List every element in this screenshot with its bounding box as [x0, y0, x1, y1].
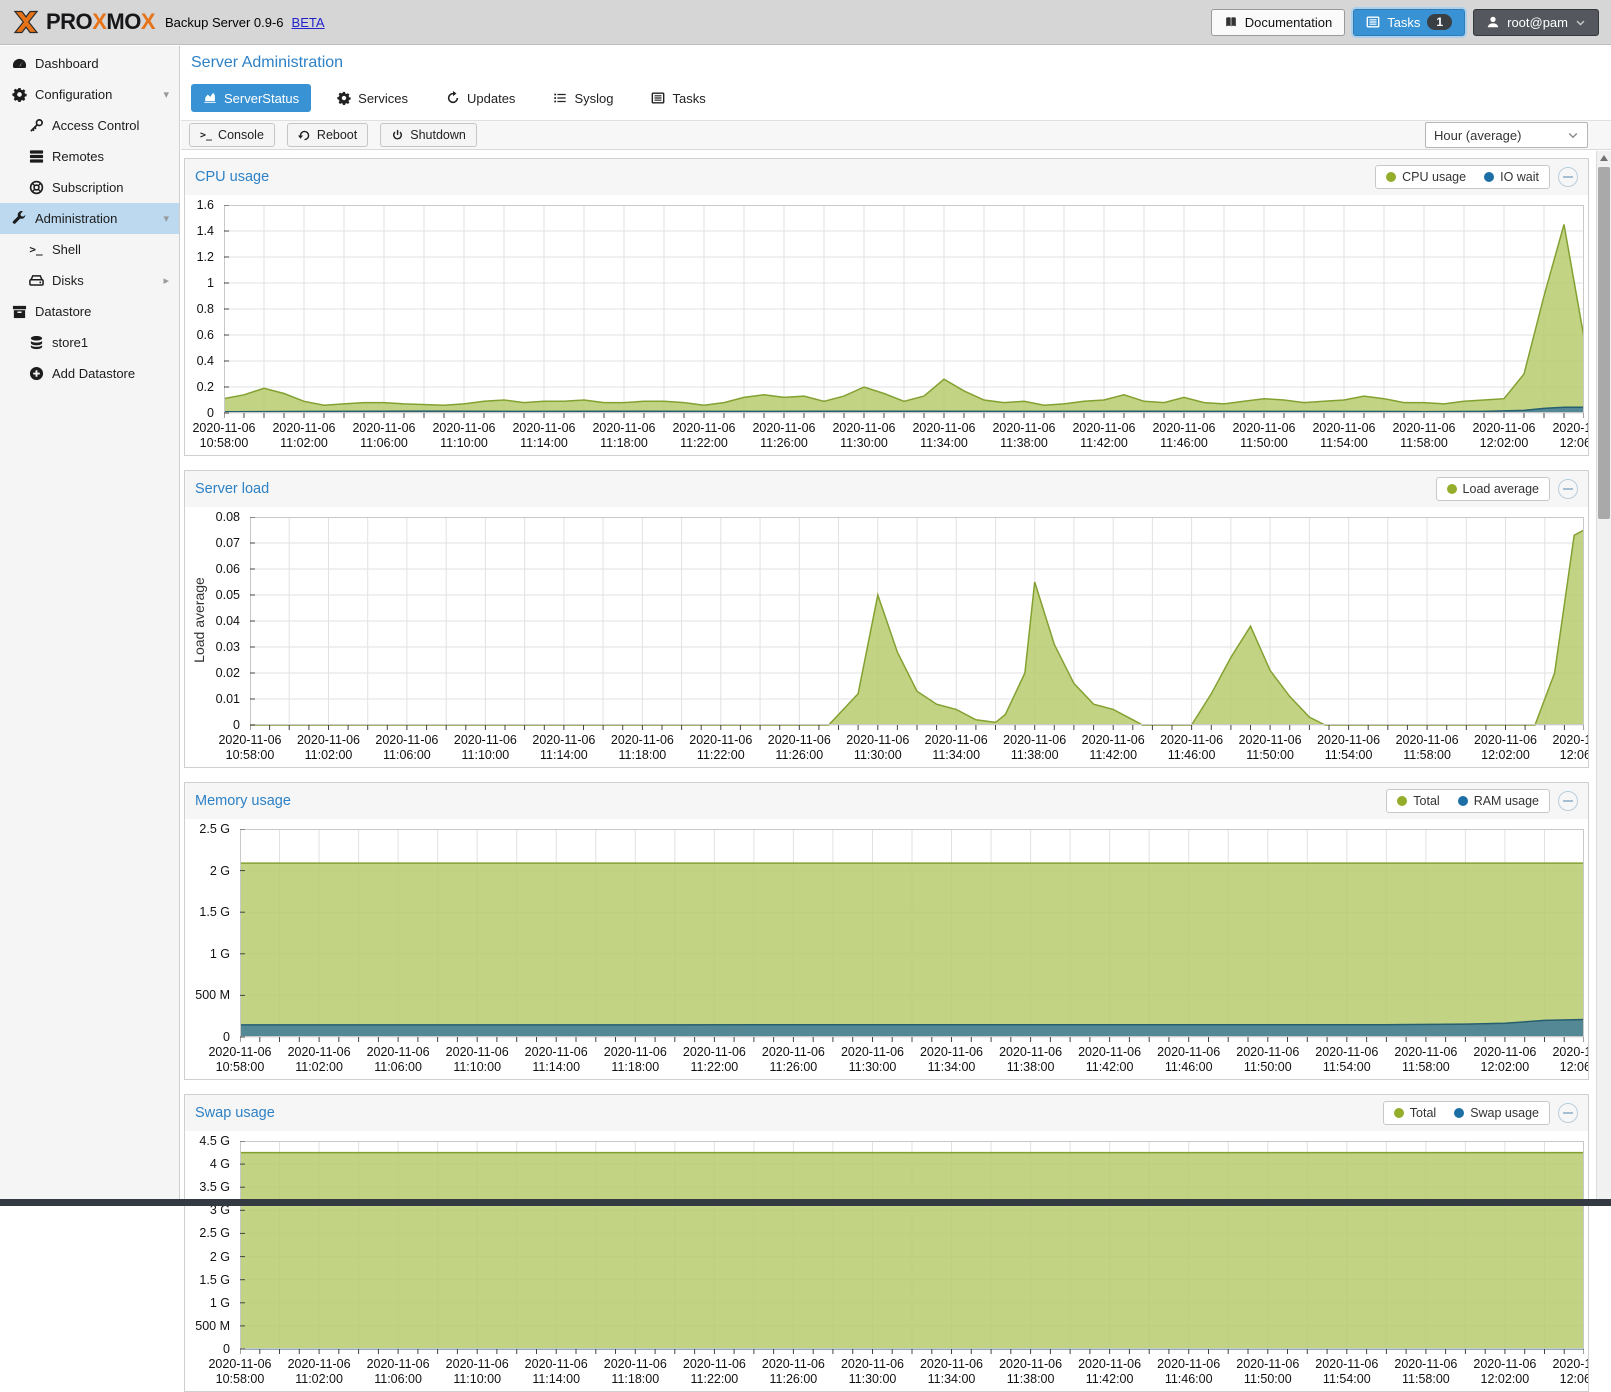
gears-icon — [10, 87, 28, 103]
shutdown-button[interactable]: Shutdown — [380, 123, 477, 147]
sidebar-item-dashboard[interactable]: Dashboard — [0, 48, 179, 79]
tab-syslog[interactable]: Syslog — [541, 84, 625, 112]
cpu-usage-panel: CPU usage CPU usage IO wait 1.6 1.4 1.2 1 0.… — [184, 158, 1589, 456]
sidebar-item-configuration[interactable]: Configuration ▾ — [0, 79, 179, 110]
legend-dot — [1484, 172, 1495, 182]
sidebar-item-datastore[interactable]: Datastore — [0, 296, 179, 327]
undo-icon — [297, 130, 310, 140]
tab-bar: ServerStatus Services Updates Syslog Tas… — [191, 84, 1611, 112]
collapse-panel-button[interactable] — [1558, 791, 1578, 811]
database-icon — [27, 335, 45, 351]
sidebar: Dashboard Configuration ▾ Access Control… — [0, 46, 180, 1199]
scrollbar-up-arrow-icon[interactable] — [1600, 155, 1608, 161]
terminal-icon: >_ — [29, 243, 43, 256]
panel-title: Swap usage — [195, 1105, 275, 1121]
window-bottom-edge — [0, 1199, 1611, 1206]
book-icon — [1225, 17, 1236, 27]
legend-dot — [1393, 1108, 1404, 1118]
tachometer-icon — [10, 56, 28, 72]
chevron-down-icon: ▾ — [163, 89, 169, 101]
vertical-scrollbar[interactable] — [1596, 151, 1611, 1199]
collapse-panel-button[interactable] — [1558, 1103, 1578, 1123]
life-ring-icon — [27, 180, 45, 196]
legend: Total RAM usage — [1386, 789, 1550, 813]
terminal-icon: >_ — [200, 129, 213, 141]
sidebar-item-shell[interactable]: >_ Shell — [0, 234, 179, 265]
legend-dot — [1386, 172, 1397, 182]
scrollbar-thumb[interactable] — [1598, 167, 1610, 519]
collapse-panel-button[interactable] — [1558, 167, 1578, 187]
page-title: Server Administration — [191, 54, 344, 71]
legend: CPU usage IO wait — [1375, 165, 1550, 189]
server-load-panel: Server load Load average 0.08 0.07 0.06 0.0… — [184, 470, 1589, 768]
refresh-icon — [447, 91, 459, 104]
main-area: Server Administration ServerStatus Servi… — [181, 46, 1611, 1392]
reboot-button[interactable]: Reboot — [286, 123, 369, 147]
key-icon — [27, 118, 45, 134]
product-version: Backup Server 0.9-6 — [165, 14, 284, 30]
power-icon — [393, 129, 403, 140]
tab-serverstatus[interactable]: ServerStatus — [191, 84, 312, 112]
server-load-chart: 0.08 0.07 0.06 0.05 0.04 0.03 0.02 0.01 0 Load av… — [191, 510, 1588, 762]
charts-content: CPU usage CPU usage IO wait 1.6 1.4 1.2 1 0.… — [181, 158, 1611, 1392]
top-header: PROXMOX Backup Server 0.9-6 BETA Documen… — [0, 0, 1611, 45]
proxmox-logo-icon — [13, 10, 39, 34]
plus-circle-icon — [27, 366, 45, 382]
remotes-icon — [27, 149, 45, 165]
chevron-down-icon — [1568, 133, 1578, 139]
sidebar-item-administration[interactable]: Administration ▾ — [0, 203, 179, 234]
time-range-select[interactable]: Hour (average) — [1425, 122, 1588, 148]
hdd-icon — [27, 273, 45, 289]
sidebar-item-subscription[interactable]: Subscription — [0, 172, 179, 203]
user-menu-button[interactable]: root@pam — [1473, 8, 1599, 36]
console-button[interactable]: >_ Console — [189, 123, 275, 147]
beta-link[interactable]: BETA — [291, 14, 325, 30]
panel-title: Server load — [195, 481, 270, 497]
legend-dot — [1397, 796, 1408, 806]
tasks-button[interactable]: Tasks 1 — [1353, 8, 1466, 36]
cpu-usage-chart: 1.6 1.4 1.2 1 0.8 0.6 0.4 0.2 0 2020-11-06 10:58:0… — [192, 198, 1588, 450]
sidebar-item-add-datastore[interactable]: Add Datastore — [0, 358, 179, 389]
sidebar-item-remotes[interactable]: Remotes — [0, 141, 179, 172]
toolbar: >_ Console Reboot Shutdown Hour (average… — [181, 120, 1611, 150]
legend-dot — [1446, 484, 1457, 494]
legend-dot — [1454, 1108, 1465, 1118]
chevron-down-icon: ▾ — [163, 213, 169, 225]
chart-area-icon — [204, 92, 216, 103]
brand-wordmark: PROXMOX — [46, 9, 156, 34]
wrench-icon — [10, 210, 28, 227]
sidebar-item-access-control[interactable]: Access Control — [0, 110, 179, 141]
list-icon — [554, 93, 567, 103]
sidebar-item-disks[interactable]: Disks ▸ — [0, 265, 179, 296]
tasks-list-icon — [1366, 16, 1380, 28]
legend: Load average — [1435, 477, 1550, 501]
chevron-down-icon — [1576, 20, 1585, 26]
gears-icon — [337, 91, 351, 105]
user-icon — [1487, 16, 1499, 28]
tasks-list-icon — [652, 92, 665, 104]
legend: Total Swap usage — [1382, 1101, 1550, 1125]
tasks-count-badge: 1 — [1427, 14, 1453, 30]
collapse-panel-button[interactable] — [1558, 479, 1578, 499]
sidebar-item-store1[interactable]: store1 — [0, 327, 179, 358]
archive-box-icon — [10, 304, 28, 320]
tab-updates[interactable]: Updates — [434, 84, 527, 112]
tab-services[interactable]: Services — [325, 84, 420, 112]
legend-dot — [1457, 796, 1468, 806]
chevron-right-icon: ▸ — [163, 275, 169, 287]
documentation-button[interactable]: Documentation — [1210, 8, 1346, 36]
panel-title: Memory usage — [195, 793, 291, 809]
panel-title: CPU usage — [195, 169, 270, 185]
tab-tasks[interactable]: Tasks — [639, 84, 717, 112]
